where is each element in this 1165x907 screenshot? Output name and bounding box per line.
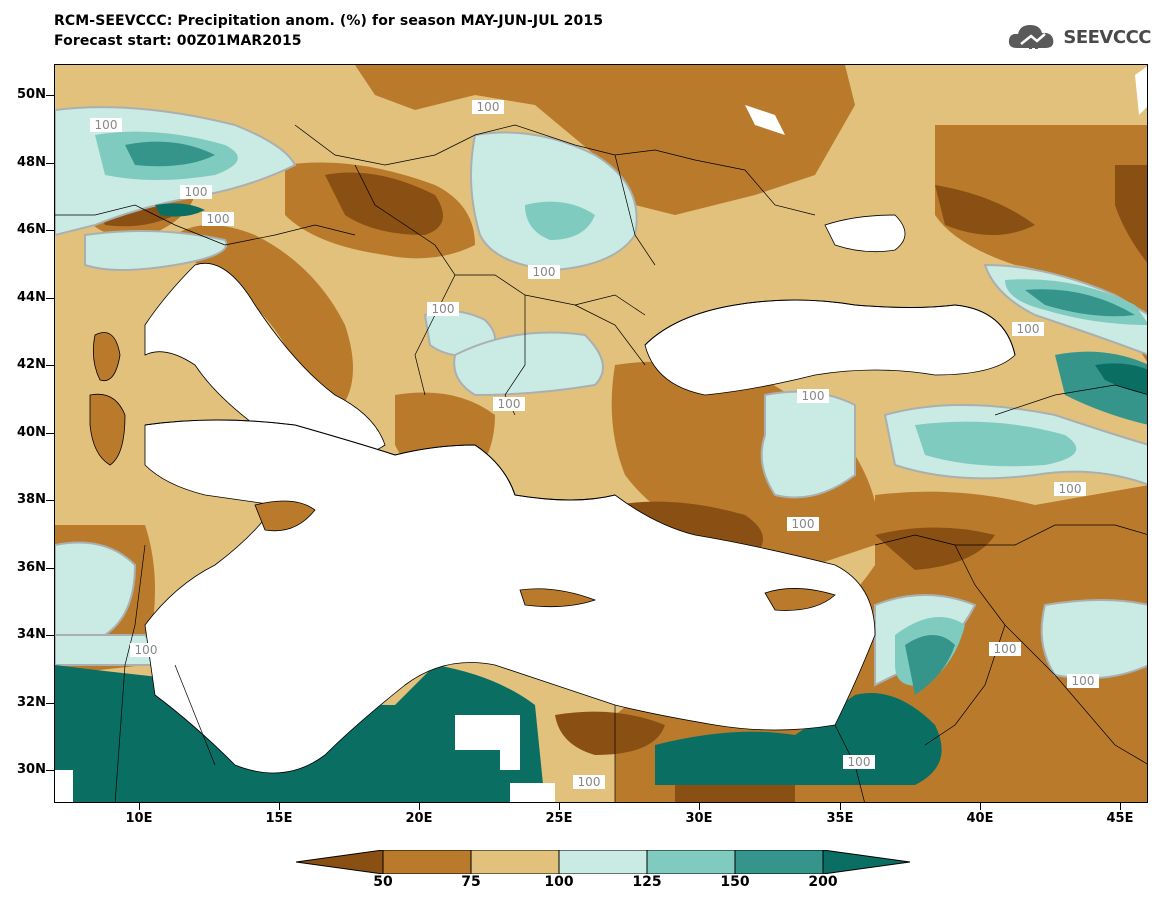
lat-tick — [46, 95, 54, 96]
lat-label-32n: 32N — [17, 695, 46, 710]
contour-label-100: 100 — [1017, 322, 1040, 336]
cloud-icon — [1009, 25, 1054, 49]
lon-label-20e: 20E — [405, 811, 433, 826]
lat-label-40n: 40N — [17, 425, 46, 440]
contour-label-100: 100 — [1072, 674, 1095, 688]
forecast-start-label: Forecast start: 00Z01MAR2015 — [54, 33, 302, 49]
colorbar-segment-below-50 — [296, 850, 384, 874]
contour-label-100: 100 — [802, 389, 825, 403]
contour-label-100: 100 — [792, 517, 815, 531]
contour-label-100: 100 — [95, 118, 118, 132]
lon-tick — [559, 803, 560, 810]
sea-mask — [144, 214, 1016, 774]
lon-label-35e: 35E — [826, 811, 854, 826]
country-borders — [55, 124, 1147, 802]
lon-tick — [279, 803, 280, 810]
lon-tick — [840, 803, 841, 810]
lat-label-48n: 48N — [17, 155, 46, 170]
lat-label-30n: 30N — [17, 762, 46, 777]
colorbar-label-125: 125 — [632, 874, 662, 890]
contour-label-100: 100 — [1059, 482, 1082, 496]
lat-label-34n: 34N — [17, 627, 46, 642]
lat-label-44n: 44N — [17, 290, 46, 305]
colorbar-segment-150-200 — [734, 850, 824, 874]
colorbar-segment-100-125 — [558, 850, 648, 874]
lat-tick — [46, 635, 54, 636]
lon-tick — [139, 803, 140, 810]
lat-tick — [46, 230, 54, 231]
colorbar-segment-75-100 — [470, 850, 560, 874]
lon-label-40e: 40E — [966, 811, 994, 826]
lat-label-36n: 36N — [17, 560, 46, 575]
colorbar-legend — [296, 850, 911, 874]
lat-tick — [46, 703, 54, 704]
map-canvas: 100 100 100 100 100 100 100 100 100 100 … — [55, 65, 1147, 802]
precipitation-anomaly-map: 100 100 100 100 100 100 100 100 100 100 … — [54, 64, 1148, 803]
lat-label-38n: 38N — [17, 492, 46, 507]
contour-label-100: 100 — [477, 100, 500, 114]
lon-tick — [980, 803, 981, 810]
lat-tick — [46, 500, 54, 501]
lat-tick — [46, 163, 54, 164]
lat-tick — [46, 365, 54, 366]
islands — [89, 332, 836, 611]
colorbar-label-75: 75 — [461, 874, 481, 890]
lon-tick — [419, 803, 420, 810]
lon-label-25e: 25E — [545, 811, 573, 826]
contour-label-100: 100 — [533, 265, 556, 279]
seevccc-logo: SEEVCCC — [1007, 22, 1151, 52]
contour-label-100: 100 — [498, 397, 521, 411]
colorbar-segment-above-200 — [822, 850, 911, 874]
lat-tick — [46, 568, 54, 569]
lon-label-30e: 30E — [685, 811, 713, 826]
logo-text: SEEVCCC — [1063, 26, 1151, 48]
lat-tick — [46, 770, 54, 771]
coastlines — [144, 299, 1016, 501]
missing-data-patches — [55, 66, 1147, 802]
lon-label-45e: 45E — [1106, 811, 1134, 826]
colorbar-label-150: 150 — [720, 874, 750, 890]
contour-label-100: 100 — [994, 642, 1017, 656]
contour-label-100: 100 — [207, 212, 230, 226]
colorbar-label-50: 50 — [373, 874, 393, 890]
contour-label-100: 100 — [135, 643, 158, 657]
colorbar-segment-125-150 — [646, 850, 736, 874]
contour-label-100: 100 — [848, 755, 871, 769]
lon-tick — [1120, 803, 1121, 810]
lon-tick — [699, 803, 700, 810]
lon-label-15e: 15E — [265, 811, 293, 826]
contour-label-100: 100 — [578, 775, 601, 789]
colorbar-segment-50-75 — [382, 850, 472, 874]
contour-label-100: 100 — [432, 302, 455, 316]
lon-label-10e: 10E — [125, 811, 153, 826]
lat-label-42n: 42N — [17, 357, 46, 372]
contour-label-100: 100 — [185, 185, 208, 199]
chart-title: RCM-SEEVCCC: Precipitation anom. (%) for… — [54, 13, 604, 29]
lat-tick — [46, 433, 54, 434]
contour-labels: 100 100 100 100 100 100 100 100 100 100 … — [90, 100, 1099, 789]
lat-tick — [46, 298, 54, 299]
lat-label-50n: 50N — [17, 87, 46, 102]
colorbar-label-200: 200 — [808, 874, 838, 890]
lat-label-46n: 46N — [17, 222, 46, 237]
colorbar-label-100: 100 — [544, 874, 574, 890]
